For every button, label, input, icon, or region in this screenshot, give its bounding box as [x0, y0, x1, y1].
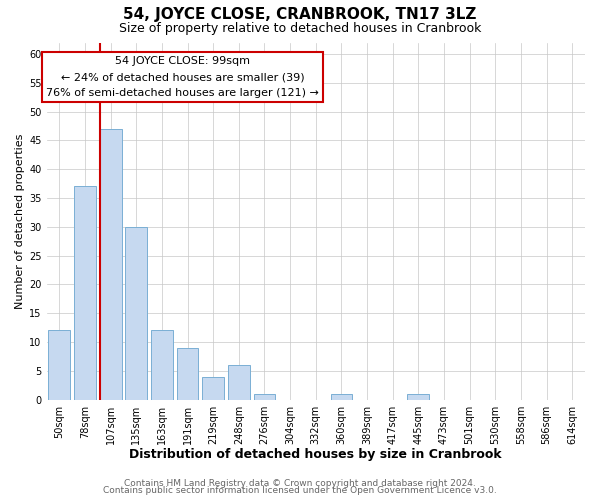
Bar — [49, 330, 70, 400]
Bar — [151, 330, 173, 400]
Text: Contains public sector information licensed under the Open Government Licence v3: Contains public sector information licen… — [103, 486, 497, 495]
Bar — [228, 365, 250, 400]
Bar — [125, 227, 147, 400]
Y-axis label: Number of detached properties: Number of detached properties — [15, 134, 25, 308]
X-axis label: Distribution of detached houses by size in Cranbrook: Distribution of detached houses by size … — [130, 448, 502, 461]
Bar — [100, 129, 122, 400]
Bar — [74, 186, 96, 400]
Bar — [202, 376, 224, 400]
Bar — [331, 394, 352, 400]
Bar — [254, 394, 275, 400]
Text: Contains HM Land Registry data © Crown copyright and database right 2024.: Contains HM Land Registry data © Crown c… — [124, 478, 476, 488]
Text: Size of property relative to detached houses in Cranbrook: Size of property relative to detached ho… — [119, 22, 481, 35]
Text: 54, JOYCE CLOSE, CRANBROOK, TN17 3LZ: 54, JOYCE CLOSE, CRANBROOK, TN17 3LZ — [124, 8, 476, 22]
Bar — [407, 394, 429, 400]
Text: 54 JOYCE CLOSE: 99sqm
← 24% of detached houses are smaller (39)
76% of semi-deta: 54 JOYCE CLOSE: 99sqm ← 24% of detached … — [46, 56, 319, 98]
Bar — [176, 348, 199, 400]
